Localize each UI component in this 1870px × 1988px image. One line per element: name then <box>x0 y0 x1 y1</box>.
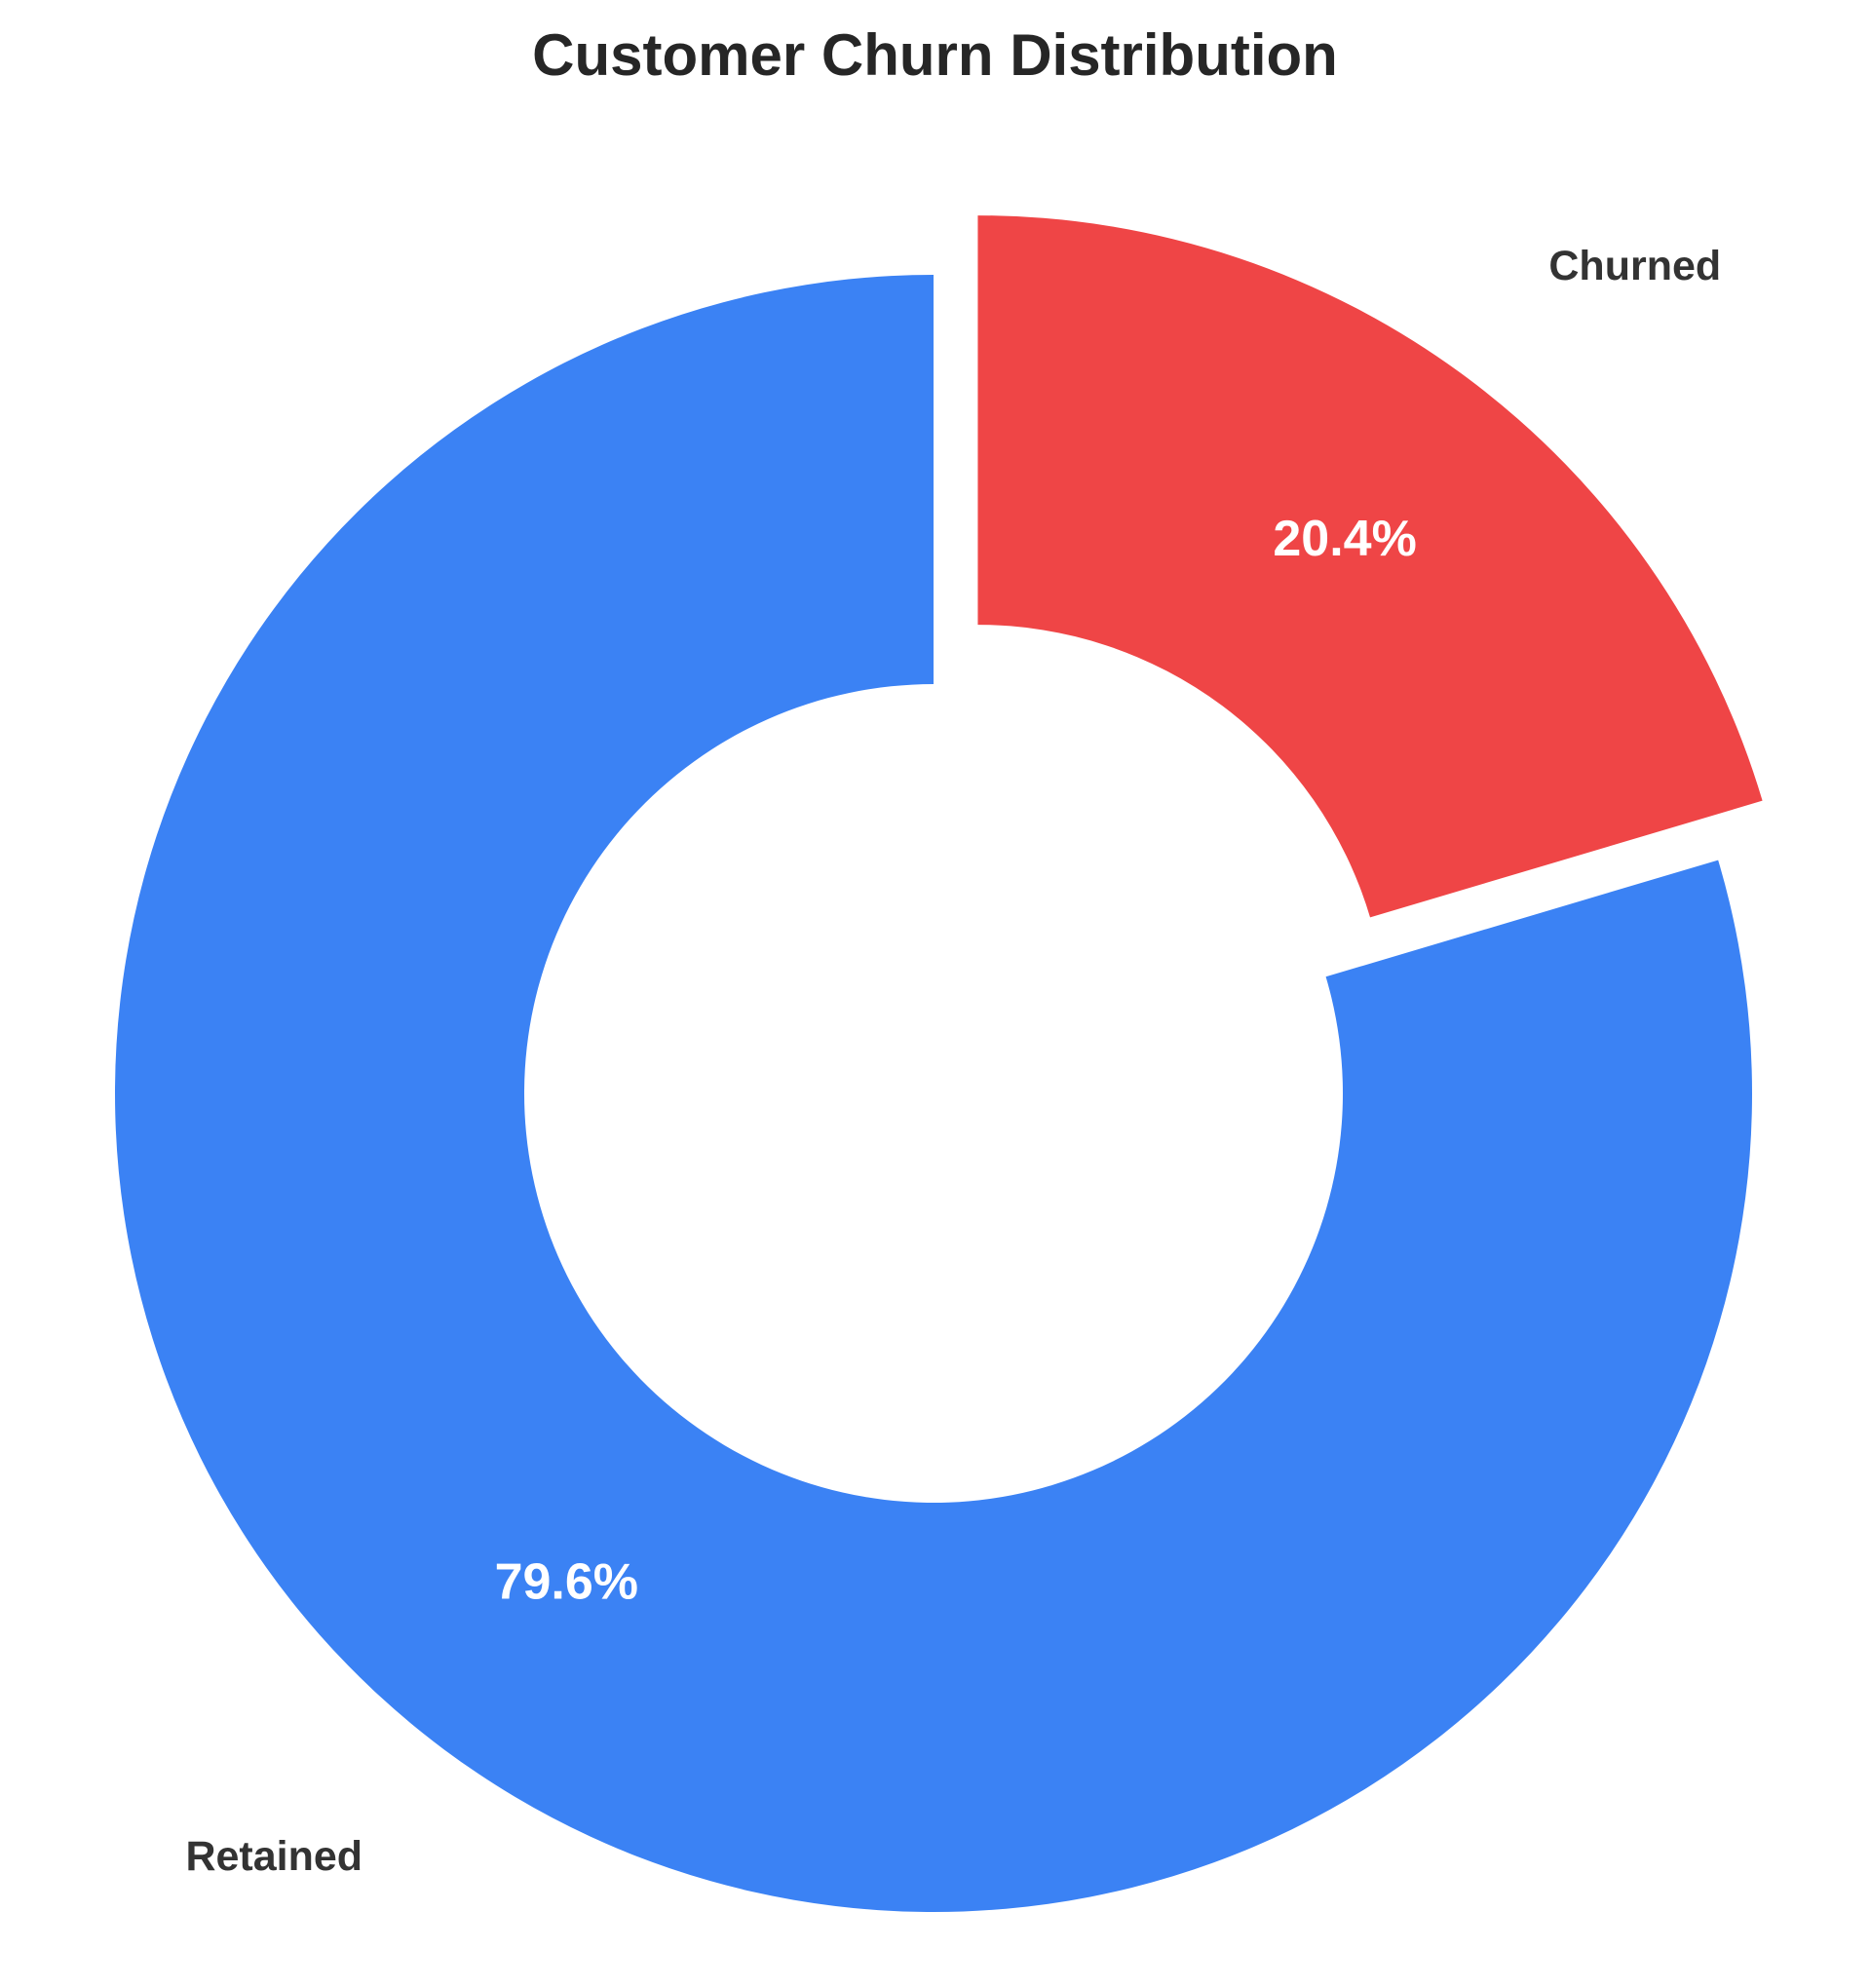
slice-churned <box>977 215 1763 918</box>
slices-layer <box>115 215 1763 1912</box>
labels-layer: Retained 79.6% Churned 20.4% <box>185 243 1721 1880</box>
slice-retained <box>115 275 1753 1912</box>
chart-title: Customer Churn Distribution <box>532 22 1338 88</box>
pct-label-retained: 79.6% <box>495 1554 638 1611</box>
slice-label-retained: Retained <box>185 1833 363 1880</box>
slice-label-churned: Churned <box>1548 243 1721 289</box>
pct-label-churned: 20.4% <box>1273 511 1416 567</box>
